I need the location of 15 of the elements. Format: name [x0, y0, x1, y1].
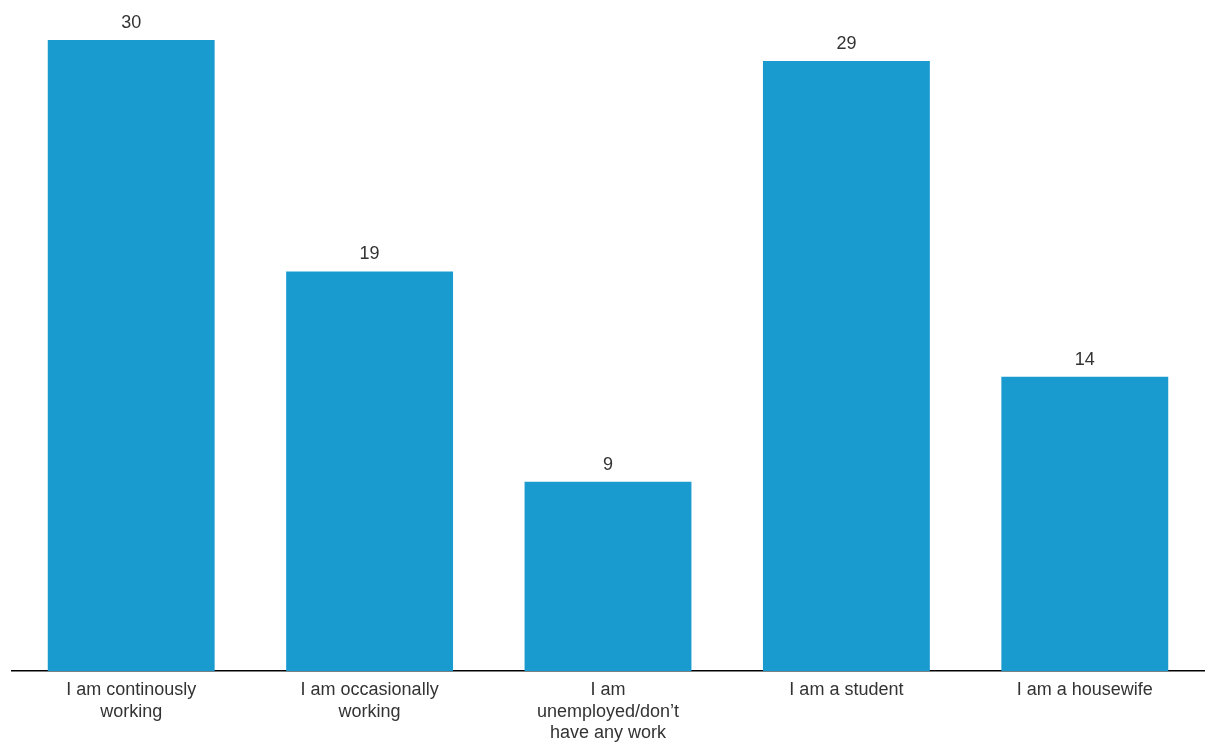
bar	[47, 40, 215, 672]
data-label: 30	[121, 11, 142, 32]
x-tick-label: I am a housewife	[1016, 678, 1153, 699]
bar	[762, 61, 930, 672]
bar	[286, 271, 454, 672]
data-label: 19	[359, 243, 380, 264]
data-label: 29	[836, 33, 857, 54]
bar	[524, 481, 692, 672]
x-tick-label: I am continously working	[66, 678, 197, 721]
x-tick-label: I am a student	[789, 678, 904, 699]
data-label: 9	[602, 453, 614, 474]
bar	[1001, 376, 1169, 672]
data-label: 14	[1074, 348, 1095, 369]
x-tick-label: I am unemployed/don’t have any work	[536, 678, 680, 743]
x-tick-label: I am occasionally working	[300, 678, 439, 721]
